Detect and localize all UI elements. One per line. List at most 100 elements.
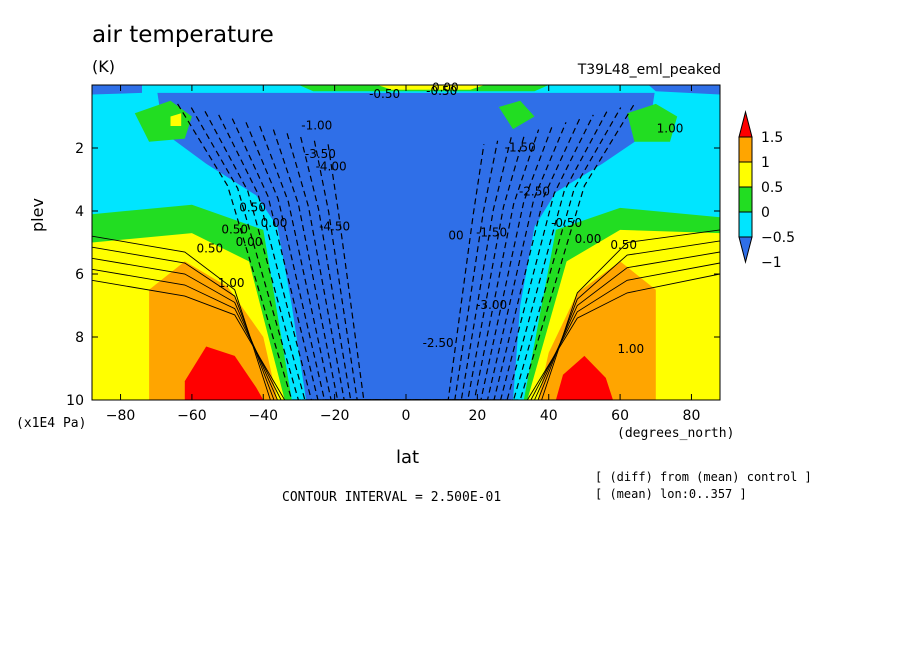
x-tick-label: 80	[683, 408, 701, 424]
contour-label: 0.50	[221, 222, 248, 236]
negative-contour-line	[259, 125, 553, 400]
negative-contour-line	[272, 129, 540, 400]
colorbar-label: −1	[761, 255, 782, 271]
y-axis-units: (x1E4 Pa)	[16, 416, 87, 431]
axes: −80 −60 −40 −20 0 20 40 60 80 2 4 6 8 10	[66, 85, 720, 424]
y-tick-label: 8	[75, 330, 84, 346]
chart-title: air temperature	[92, 22, 274, 48]
x-tick-label: −20	[320, 408, 350, 424]
negative-contour-line	[177, 103, 635, 400]
contour-label: 00	[448, 229, 463, 243]
positive-contour-line-north	[526, 273, 720, 400]
colorbar-label: 0.5	[761, 180, 783, 196]
colorbar-extend-bottom	[738, 236, 753, 264]
negative-contour-line	[313, 140, 499, 400]
band-red-south	[184, 346, 264, 400]
band-green-blob-north	[627, 103, 678, 142]
negative-contour-line	[327, 144, 485, 400]
negative-contour-line	[190, 107, 622, 400]
mean-note: [ (mean) lon:0..357 ]	[595, 487, 747, 501]
chart-units: (K)	[92, 57, 115, 76]
contour-label: -4.00	[316, 159, 347, 173]
y-tick-label: 2	[75, 141, 84, 157]
contour-label: 0.50	[239, 200, 266, 214]
negative-contour-line	[218, 114, 594, 400]
diff-note: [ (diff) from (mean) control ]	[595, 470, 812, 484]
positive-contour-line-south	[92, 257, 278, 400]
contour-label: -4.50	[319, 219, 350, 233]
band-cyan	[92, 85, 720, 400]
negative-contour-line	[286, 133, 526, 400]
x-tick-label: −60	[177, 408, 207, 424]
positive-contour-line-south	[92, 268, 282, 400]
x-tick-label: 40	[540, 408, 558, 424]
colorbar-segment	[738, 186, 753, 213]
positive-contour-line-south	[92, 279, 286, 400]
contour-label: 0.00	[236, 235, 263, 249]
band-blue-topright	[648, 85, 720, 95]
negative-contour-line	[231, 118, 581, 400]
band-red-north	[555, 355, 613, 400]
y-tick-label: 10	[66, 393, 84, 409]
band-green-top	[299, 85, 549, 92]
contour-label: -2.50	[519, 185, 550, 199]
negative-contour-line	[204, 111, 608, 400]
negative-contour-line	[245, 122, 567, 400]
band-orange-north	[538, 261, 656, 400]
contour-label: -0.50	[551, 216, 582, 230]
x-tick-label: 20	[468, 408, 486, 424]
positive-contour-line-north	[530, 262, 720, 400]
colorbar-label: 1	[761, 155, 770, 171]
band-green-blob-mid	[498, 100, 535, 130]
contour-label: 1.00	[657, 122, 684, 136]
colorbar-label: 1.5	[761, 130, 783, 146]
contour-label: 0.00	[575, 232, 602, 246]
contour-label: -2.50	[423, 336, 454, 350]
x-tick-label: 0	[402, 408, 411, 424]
band-blue-topleft	[92, 85, 142, 95]
colorbar-extend-top	[738, 110, 753, 138]
colorbar-label: 0	[761, 205, 770, 221]
positive-contour-line-north	[541, 229, 720, 400]
positive-contour-line-south	[92, 246, 275, 400]
contour-label: -0.50	[369, 87, 400, 101]
positive-contour-line-north	[534, 251, 720, 400]
contour-label: 0.00	[432, 81, 459, 95]
x-tick-label: 60	[611, 408, 629, 424]
y-tick-label: 4	[75, 204, 84, 220]
contour-label: -1.00	[301, 119, 332, 133]
band-yellow	[92, 85, 720, 400]
contour-labels: 1.000.500.500.000.500.00-1.00-3.50-4.00-…	[196, 81, 683, 356]
colorbar-segment	[738, 136, 753, 163]
run-name: T39L48_eml_peaked	[577, 62, 721, 78]
contour-label: 0.50	[196, 241, 223, 255]
band-blue	[156, 85, 656, 400]
negative-contour-line	[300, 136, 512, 400]
contour-label: -0.50	[426, 84, 457, 98]
contour-label: 1.00	[218, 276, 245, 290]
positive-contour-line-south	[92, 235, 271, 400]
colorbar: 1.5 1 0.5 0 −0.5 −1	[738, 110, 795, 271]
colorbar-segment	[738, 211, 753, 238]
colorbar-label: −0.5	[761, 230, 795, 246]
contour-label: -1.50	[505, 141, 536, 155]
contour-label: -3.50	[305, 147, 336, 161]
contour-lines	[92, 103, 720, 400]
contour-label: 0.50	[610, 238, 637, 252]
plot-frame	[91, 84, 721, 401]
colorbar-segment	[738, 161, 753, 188]
band-cyan-top	[92, 85, 720, 93]
x-tick-label: −80	[106, 408, 136, 424]
x-axis-units: (degrees_north)	[617, 426, 735, 441]
contour-label: -1.50	[476, 226, 507, 240]
contour-label: 1.00	[617, 342, 644, 356]
band-orange-south	[149, 261, 278, 400]
band-yellow-top	[377, 85, 485, 90]
contour-interval-note: CONTOUR INTERVAL = 2.500E-01	[282, 490, 502, 505]
positive-contour-line-north	[537, 240, 720, 400]
contour-label: 0.00	[261, 216, 288, 230]
band-yellow-blob	[170, 113, 182, 126]
filled-contours	[92, 85, 720, 400]
band-green	[92, 185, 720, 400]
